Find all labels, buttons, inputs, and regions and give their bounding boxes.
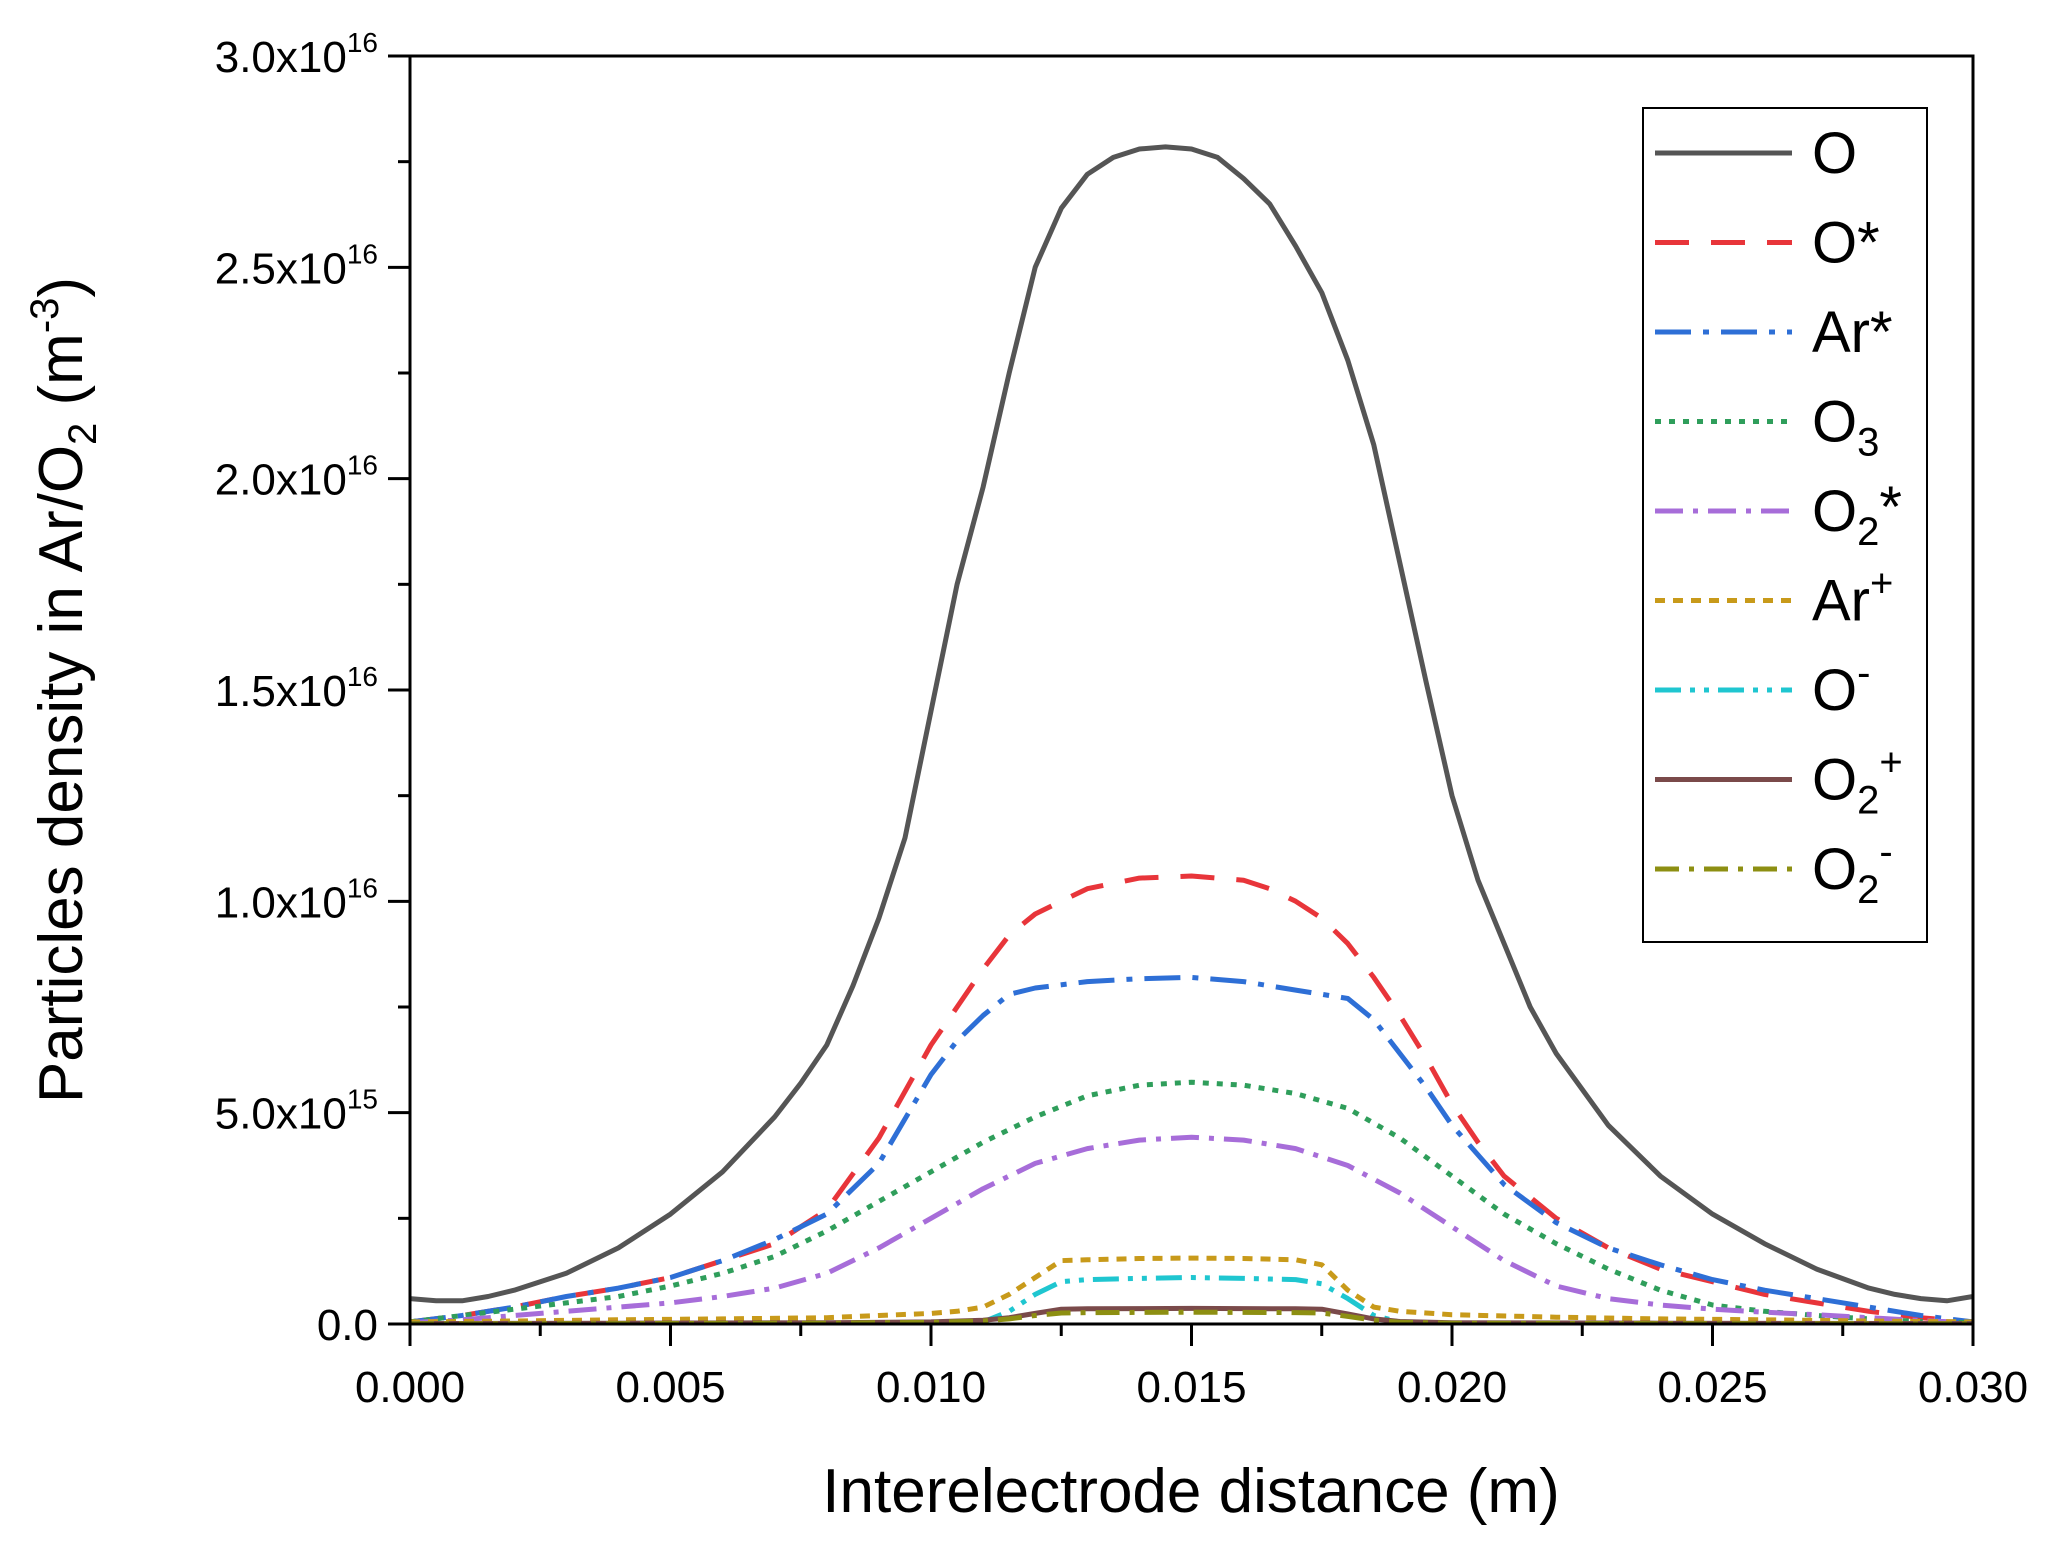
legend-label: O2* — [1812, 475, 1902, 554]
y-tick-exponent: 16 — [347, 450, 378, 481]
y-axis-title-sub: 2 — [61, 423, 105, 445]
legend-label: Ar* — [1812, 300, 1893, 365]
y-tick-exponent: 16 — [347, 238, 378, 269]
y-tick-mantissa: 2.5x10 — [215, 244, 347, 293]
legend-label: O3 — [1812, 390, 1879, 465]
y-tick-label: 3.0x1016 — [215, 27, 378, 82]
x-axis-title: Interelectrode distance (m) — [822, 1457, 1559, 1526]
series-line-5 — [410, 1255, 1973, 1324]
y-axis-title: Particles density in Ar/O2 (m-3) — [23, 277, 105, 1103]
x-tick-label: 0.000 — [355, 1363, 465, 1412]
series-line-4 — [410, 1134, 1973, 1324]
legend-label-base: Ar* — [1812, 300, 1893, 365]
y-tick-mantissa: 5.0x10 — [215, 1090, 347, 1139]
legend-label-base: O — [1812, 837, 1857, 902]
legend-label-base: O — [1812, 390, 1857, 455]
y-tick-mantissa: 1.5x10 — [215, 667, 347, 716]
y-tick-mantissa: 2.0x10 — [215, 456, 347, 505]
legend-label-base: Ar — [1812, 569, 1870, 634]
y-axis-title-prefix: Particles density in Ar/O — [27, 445, 96, 1103]
legend-label-sup: * — [1879, 475, 1902, 540]
y-axis-ticks: 0.05.0x10151.0x10161.5x10162.0x10162.5x1… — [215, 27, 410, 1350]
legend-label-base: O — [1812, 658, 1857, 723]
legend-label-sub: 2 — [1857, 868, 1879, 912]
x-tick-label: 0.015 — [1136, 1363, 1246, 1412]
legend-label-sup: - — [1857, 651, 1870, 695]
y-tick-label: 0.0 — [317, 1301, 378, 1350]
y-tick-label: 1.5x1016 — [215, 661, 378, 716]
x-tick-label: 0.030 — [1918, 1363, 2028, 1412]
legend-label: O — [1812, 121, 1857, 186]
series-layer — [410, 144, 1973, 1324]
legend-label: O2+ — [1812, 741, 1903, 823]
legend-label-sub: 3 — [1857, 421, 1879, 465]
legend-label-base: O* — [1812, 211, 1880, 276]
y-tick-exponent: 16 — [347, 27, 378, 58]
x-tick-label: 0.025 — [1657, 1363, 1767, 1412]
series-line-0 — [410, 144, 1973, 1304]
y-tick-label: 2.0x1016 — [215, 450, 378, 505]
legend-label: Ar+ — [1812, 562, 1893, 634]
series-line-8 — [410, 1309, 1973, 1324]
legend-frame — [1642, 107, 1928, 943]
legend-label-sup: - — [1879, 830, 1892, 874]
y-tick-label: 2.5x1016 — [215, 238, 378, 293]
y-axis-title-unit-sup: -3 — [23, 298, 67, 334]
series-line-2 — [410, 974, 1973, 1324]
legend-label-sub: 2 — [1857, 779, 1879, 823]
y-tick-exponent: 16 — [347, 872, 378, 903]
y-tick-label: 5.0x1015 — [215, 1084, 378, 1139]
series-line-3 — [410, 1079, 1973, 1324]
y-tick-label: 1.0x1016 — [215, 872, 378, 927]
x-tick-label: 0.010 — [876, 1363, 986, 1412]
y-axis-title-unit-close: ) — [27, 277, 96, 298]
legend-label-base: O — [1812, 479, 1857, 544]
legend-label-sub: 2 — [1857, 510, 1879, 554]
y-tick-mantissa: 0.0 — [317, 1301, 378, 1350]
legend-label-sup: + — [1870, 562, 1893, 606]
y-tick-mantissa: 3.0x10 — [215, 33, 347, 82]
legend-label: O- — [1812, 651, 1870, 723]
legend-label: O* — [1812, 211, 1880, 276]
x-axis-ticks: 0.000 0.005 0.010 0.015 0.020 0.025 0.030 — [355, 1324, 2028, 1412]
legend-label-base: O — [1812, 748, 1857, 813]
y-tick-exponent: 16 — [347, 661, 378, 692]
legend-label: O2- — [1812, 830, 1893, 912]
y-tick-mantissa: 1.0x10 — [215, 878, 347, 927]
x-tick-label: 0.020 — [1397, 1363, 1507, 1412]
y-axis-title-unit: (m — [27, 333, 96, 423]
x-tick-label: 0.005 — [615, 1363, 725, 1412]
legend-label-sup: + — [1879, 741, 1902, 785]
y-tick-exponent: 15 — [347, 1084, 378, 1115]
legend-label-base: O — [1812, 121, 1857, 186]
